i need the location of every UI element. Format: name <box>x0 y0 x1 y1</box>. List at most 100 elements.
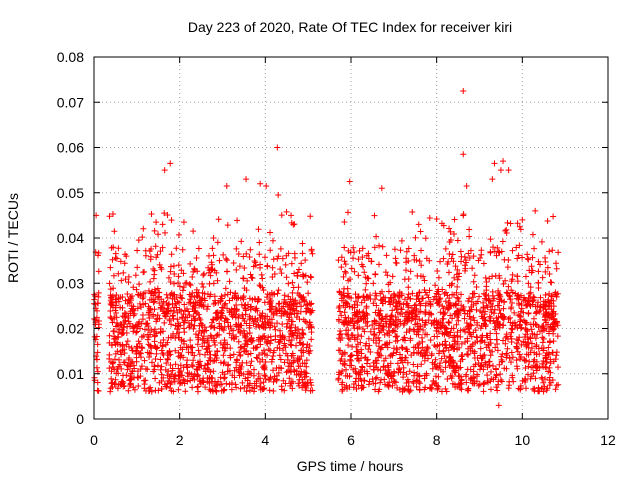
data-point <box>167 385 174 392</box>
data-point <box>232 290 239 297</box>
data-point <box>300 272 307 279</box>
data-point <box>352 291 359 298</box>
data-point <box>269 273 276 280</box>
data-point <box>437 309 444 316</box>
data-point <box>426 257 433 264</box>
data-point <box>358 333 365 340</box>
data-point <box>94 349 101 356</box>
data-point <box>337 337 344 344</box>
data-point <box>530 386 537 393</box>
data-point <box>255 370 262 377</box>
data-point <box>261 351 268 358</box>
data-point <box>455 317 462 324</box>
data-point <box>345 327 352 334</box>
data-point <box>347 356 354 363</box>
data-point <box>412 234 419 241</box>
data-point <box>260 379 267 386</box>
data-point <box>505 257 512 264</box>
data-point <box>114 348 121 355</box>
data-point <box>262 359 269 366</box>
data-point <box>504 345 511 352</box>
data-point <box>474 373 481 380</box>
data-point <box>214 348 221 355</box>
data-point <box>453 321 460 328</box>
data-point <box>247 246 254 253</box>
data-point <box>432 356 439 363</box>
data-point <box>406 388 413 395</box>
data-point <box>282 261 289 268</box>
data-point <box>265 319 272 326</box>
data-point <box>144 349 151 356</box>
data-point <box>379 243 386 250</box>
data-point <box>488 386 495 393</box>
data-point <box>500 316 507 323</box>
data-point <box>260 323 267 330</box>
data-point <box>145 311 152 318</box>
data-point <box>394 323 401 330</box>
data-point <box>388 312 395 319</box>
data-point <box>521 357 528 364</box>
data-point <box>497 167 504 174</box>
data-point <box>108 368 115 375</box>
data-point <box>372 271 379 278</box>
data-point <box>107 292 114 299</box>
data-point <box>137 349 144 356</box>
data-point <box>303 373 310 380</box>
data-point <box>119 313 126 320</box>
data-point <box>108 244 115 251</box>
data-point <box>523 326 530 333</box>
data-point <box>355 357 362 364</box>
data-point <box>336 331 343 338</box>
data-point <box>133 286 140 293</box>
data-point <box>273 310 280 317</box>
data-point <box>504 352 511 359</box>
data-point <box>115 245 122 252</box>
data-point <box>338 297 345 304</box>
data-point <box>125 343 132 350</box>
data-point <box>521 356 528 363</box>
data-point <box>516 312 523 319</box>
data-point <box>469 265 476 272</box>
data-point <box>341 258 348 265</box>
data-point <box>500 337 507 344</box>
data-point <box>467 375 474 382</box>
data-point <box>111 356 118 363</box>
data-point <box>547 369 554 376</box>
data-point <box>447 372 454 379</box>
data-point <box>221 318 228 325</box>
data-point <box>407 268 414 275</box>
data-point <box>361 368 368 375</box>
data-point <box>396 366 403 373</box>
data-point <box>194 341 201 348</box>
data-point <box>538 386 545 393</box>
data-point <box>529 231 536 238</box>
data-point <box>120 359 127 366</box>
data-point <box>531 331 538 338</box>
data-point <box>355 370 362 377</box>
data-point <box>335 317 342 324</box>
data-point <box>554 364 561 371</box>
data-point <box>251 257 258 264</box>
data-point <box>189 363 196 370</box>
data-point <box>247 271 254 278</box>
data-point <box>455 298 462 305</box>
data-point <box>261 332 268 339</box>
data-point <box>363 303 370 310</box>
data-point <box>337 347 344 354</box>
data-point <box>242 301 249 308</box>
y-tick-label: 0.05 <box>57 185 84 201</box>
data-point <box>160 328 167 335</box>
data-point <box>284 356 291 363</box>
data-point <box>151 271 158 278</box>
data-point <box>253 354 260 361</box>
data-point <box>295 284 302 291</box>
data-point <box>508 349 515 356</box>
data-point <box>187 282 194 289</box>
data-point <box>390 290 397 297</box>
data-point <box>400 374 407 381</box>
data-point <box>371 386 378 393</box>
data-point <box>127 360 134 367</box>
data-point <box>417 323 424 330</box>
data-point <box>552 386 559 393</box>
data-point <box>486 313 493 320</box>
